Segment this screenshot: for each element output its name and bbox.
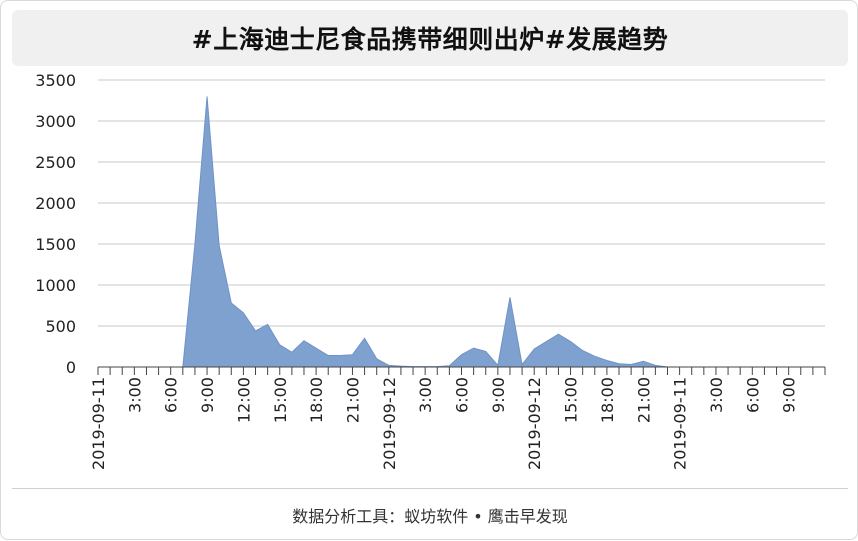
x-tick-label: 3:00 [707, 377, 726, 413]
x-tick-label: 2019-09-11 [89, 377, 108, 470]
x-tick-label: 18:00 [598, 377, 617, 423]
y-tick-label: 2500 [35, 153, 76, 172]
x-tick-label: 21:00 [634, 377, 653, 423]
y-tick-label: 3000 [35, 112, 76, 131]
x-tick-label: 12:00 [234, 377, 253, 423]
footer-credit: 数据分析工具：蚁坊软件 • 鹰击早发现 [1, 503, 858, 527]
x-tick-label: 2019-09-11 [671, 377, 690, 470]
x-tick-label: 9:00 [489, 377, 508, 413]
x-tick-label: 18:00 [307, 377, 326, 423]
x-tick-label: 2019-09-12 [380, 377, 399, 470]
x-tick-label: 15:00 [562, 377, 581, 423]
x-tick-label: 21:00 [343, 377, 362, 423]
x-tick-label: 15:00 [271, 377, 290, 423]
x-tick-label: 6:00 [453, 377, 472, 413]
x-tick-label: 6:00 [162, 377, 181, 413]
y-tick-label: 3500 [35, 71, 76, 90]
y-tick-label: 1500 [35, 235, 76, 254]
footer-divider [12, 488, 848, 489]
x-tick-label: 3:00 [416, 377, 435, 413]
x-tick-label: 6:00 [743, 377, 762, 413]
y-tick-label: 500 [45, 317, 76, 336]
y-tick-label: 1000 [35, 276, 76, 295]
x-tick-label: 9:00 [780, 377, 799, 413]
y-tick-label: 0 [66, 358, 76, 377]
y-tick-label: 2000 [35, 194, 76, 213]
x-tick-label: 3:00 [125, 377, 144, 413]
x-tick-label: 9:00 [198, 377, 217, 413]
x-tick-label: 2019-09-12 [525, 377, 544, 470]
